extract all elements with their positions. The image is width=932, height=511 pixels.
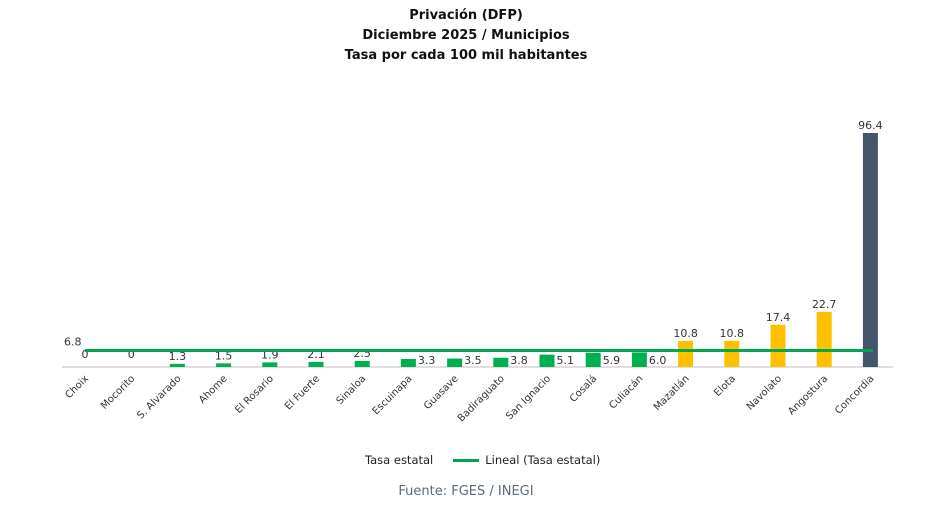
bar-9 <box>493 357 509 367</box>
bar-6 <box>354 360 370 367</box>
data-label-9: 3.8 <box>510 354 528 367</box>
bar-17 <box>862 133 878 367</box>
data-label-14: 10.8 <box>720 327 745 340</box>
data-label-0: 0 <box>82 348 89 361</box>
data-label-17: 96.4 <box>858 119 883 132</box>
data-label-2: 1.3 <box>169 350 187 363</box>
x-tick-label-14: Elota <box>712 373 738 399</box>
data-label-3: 1.5 <box>215 349 233 362</box>
data-label-12: 6.0 <box>649 354 667 367</box>
bar-4 <box>262 362 278 367</box>
data-label-15: 17.4 <box>766 311 791 324</box>
data-label-1: 0 <box>128 348 135 361</box>
source-note: Fuente: FGES / INEGI <box>398 484 534 499</box>
x-tick-label-15: Navolato <box>745 373 784 412</box>
data-label-11: 5.9 <box>603 354 621 367</box>
data-label-13: 10.8 <box>673 327 698 340</box>
bar-16 <box>816 311 832 367</box>
x-tick-label-16: Angostura <box>786 373 830 417</box>
bar-11 <box>585 352 601 367</box>
x-tick-label-6: Sinaloa <box>335 373 369 407</box>
x-tick-label-0: Choix <box>63 373 91 401</box>
bar-10 <box>539 354 555 367</box>
data-label-8: 3.5 <box>464 354 482 367</box>
bar-12 <box>631 352 647 367</box>
bar-2 <box>169 363 185 367</box>
chart-title-line-2: Diciembre 2025 / Municipios <box>362 28 570 43</box>
legend-item-lineal: Lineal (Tasa estatal) <box>485 453 601 467</box>
bar-8 <box>447 358 463 367</box>
x-tick-label-1: Mocorito <box>99 373 137 411</box>
data-label-7: 3.3 <box>418 354 436 367</box>
legend-line-swatch <box>453 458 480 462</box>
legend-item-tasa-estatal: Tasa estatal <box>365 453 434 467</box>
data-label-6: 2.5 <box>353 347 371 360</box>
bar-5 <box>308 361 324 367</box>
chart-title-line-3: Tasa por cada 100 mil habitantes <box>344 48 588 63</box>
x-tick-label-4: El Rosario <box>233 373 276 416</box>
data-label-10: 5.1 <box>557 354 575 367</box>
bar-3 <box>216 363 232 367</box>
bar-13 <box>678 340 694 367</box>
x-tick-label-11: Cosalá <box>567 373 599 405</box>
bar-15 <box>770 324 786 367</box>
x-tick-label-5: El Fuerte <box>283 373 322 412</box>
x-tick-label-9: Badiraguato <box>456 373 507 424</box>
bar-7 <box>400 358 416 367</box>
x-tick-label-8: Guasave <box>422 373 461 412</box>
x-tick-label-12: Culiacán <box>607 373 646 412</box>
x-tick-label-17: Concordia <box>833 373 876 416</box>
x-tick-label-7: Escuinapa <box>371 373 415 417</box>
chart-title-line-1: Privación (DFP) <box>409 8 523 23</box>
x-tick-label-13: Mazatlán <box>651 373 692 414</box>
x-tick-label-2: S. Alvarado <box>135 373 183 421</box>
x-tick-label-3: Ahome <box>197 373 230 406</box>
bar-14 <box>724 340 740 367</box>
reference-line-label: 6.8 <box>64 335 82 348</box>
x-tick-label-10: San Ignacio <box>504 373 553 422</box>
data-label-16: 22.7 <box>812 298 837 311</box>
legend: Tasa estatal Lineal (Tasa estatal) <box>365 453 600 467</box>
